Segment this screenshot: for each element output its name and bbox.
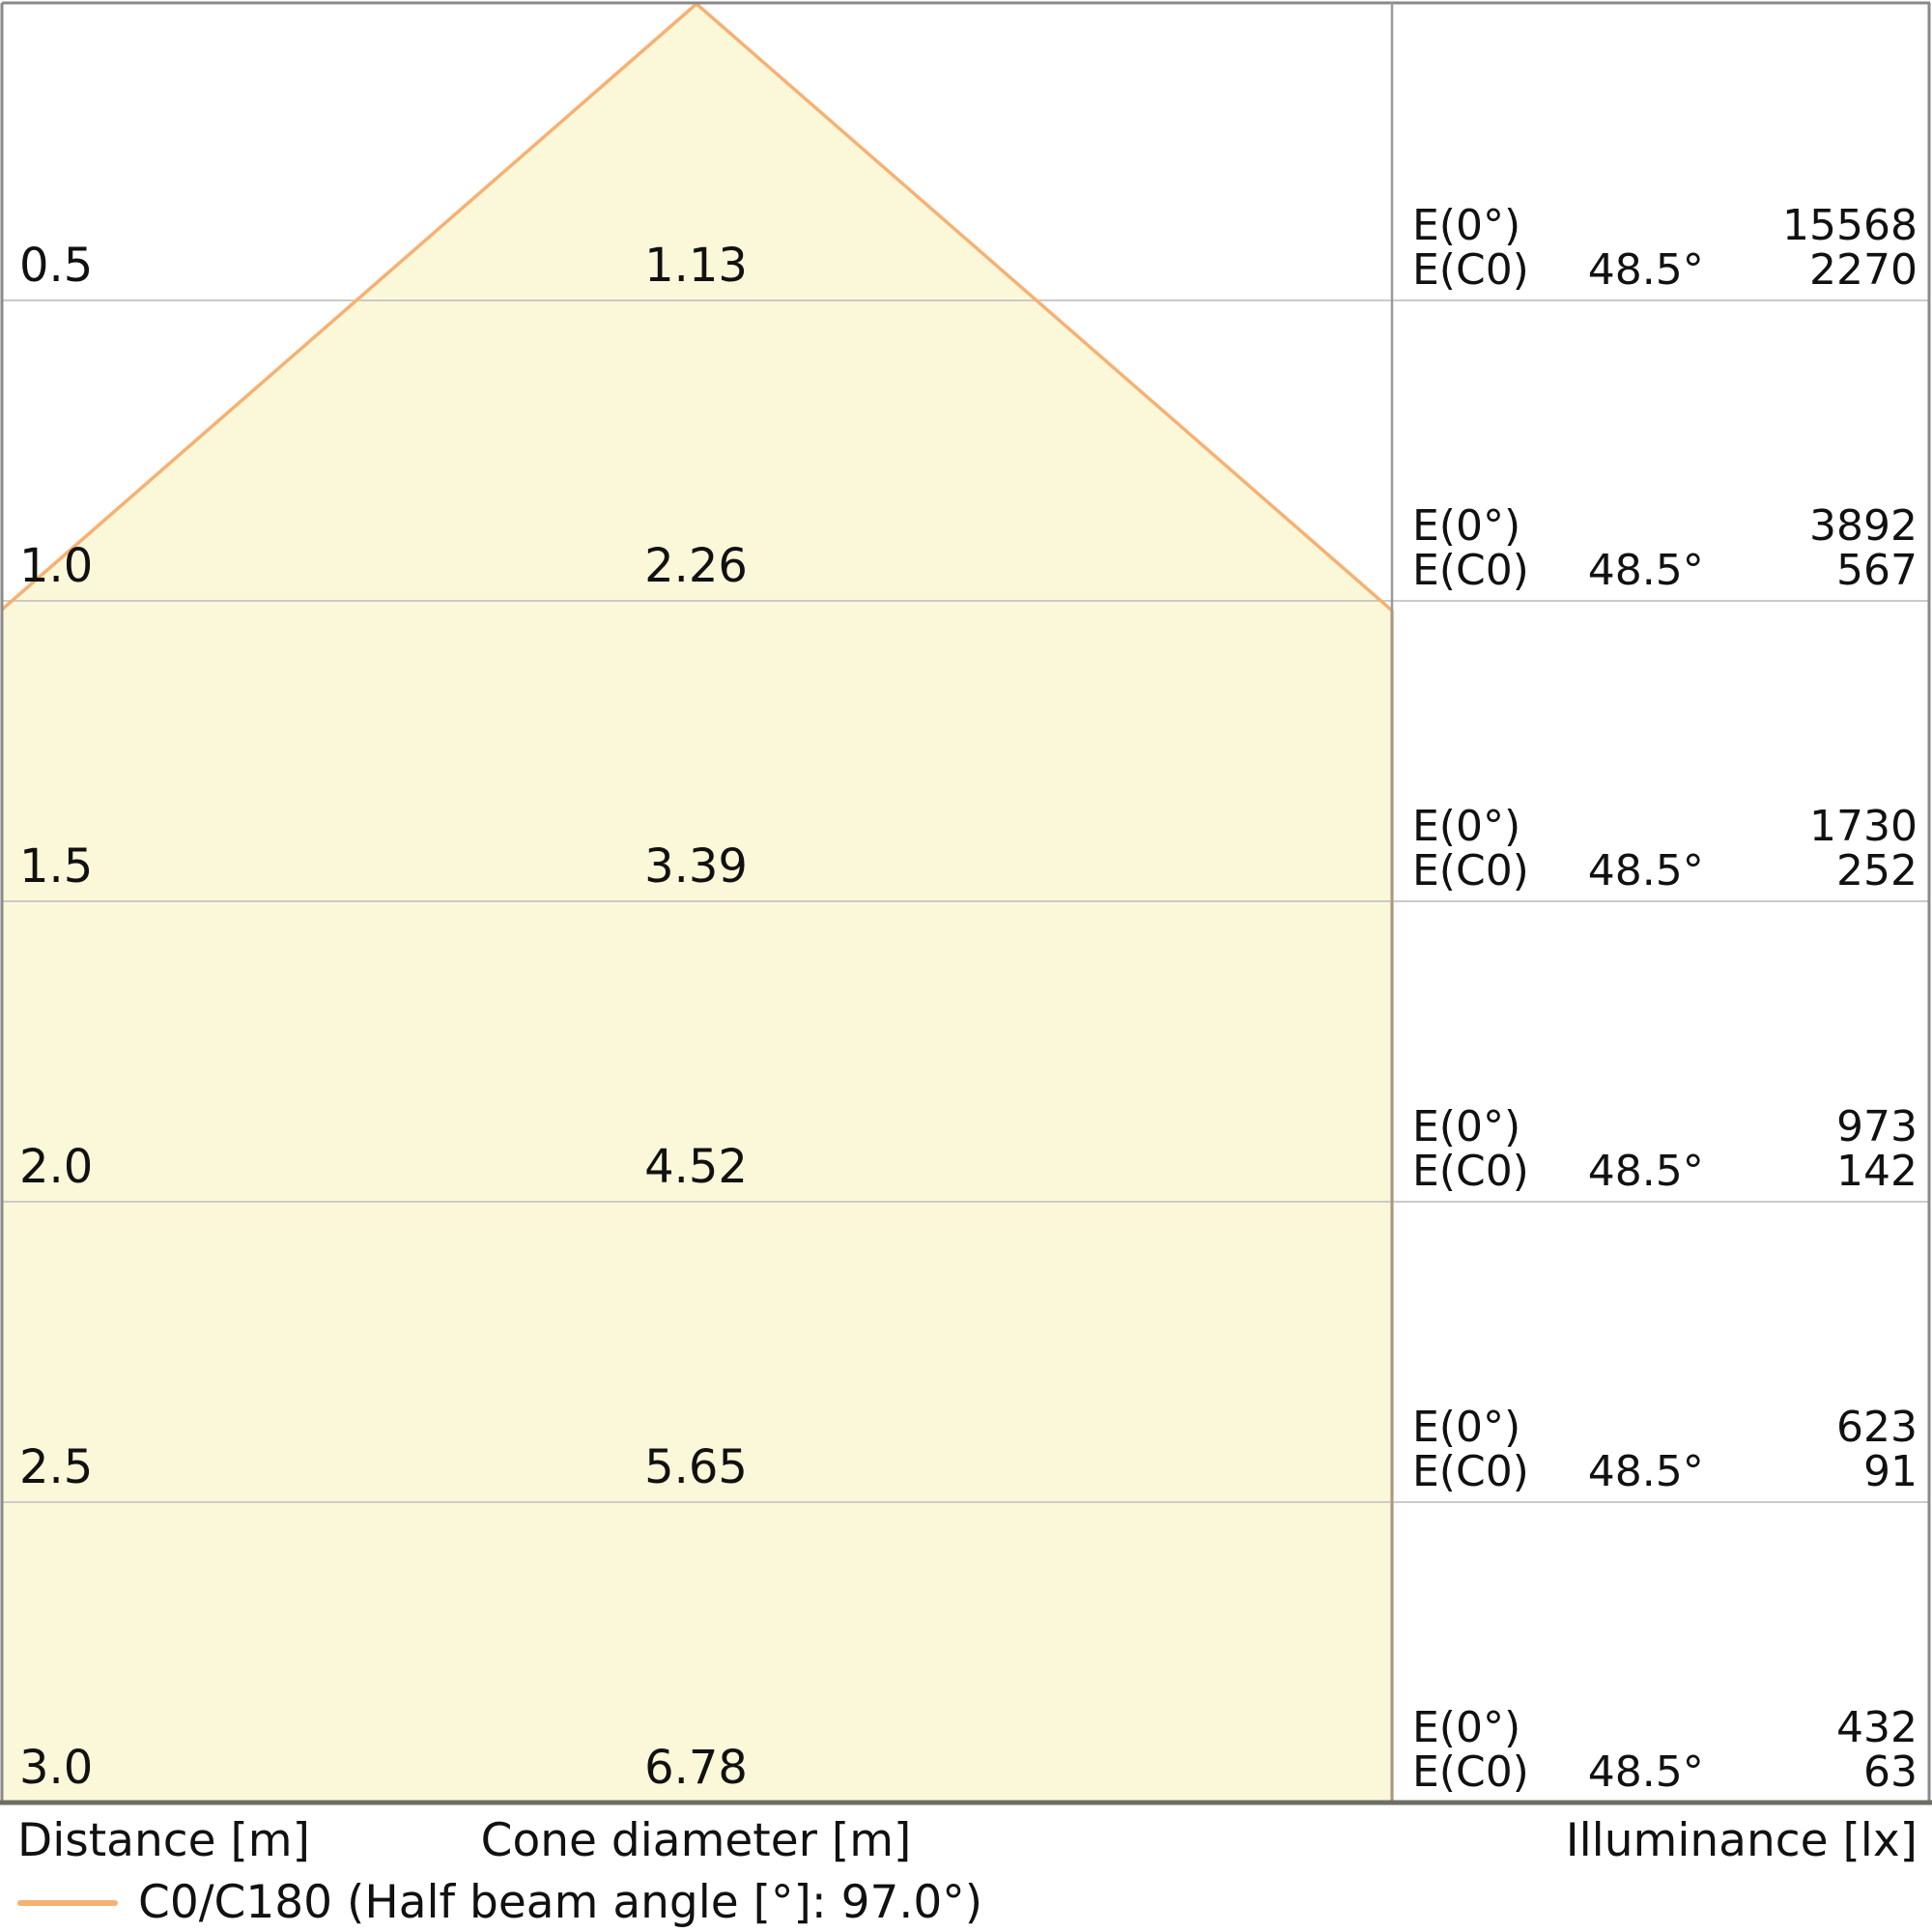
ec0-value: 91 xyxy=(1863,1447,1918,1496)
ec0-value: 252 xyxy=(1836,846,1918,895)
beam-angle-value: 48.5° xyxy=(1587,245,1704,295)
distance-label: 0.5 xyxy=(19,239,94,293)
ec0-line: E(C0) 48.5° 91 xyxy=(1412,1450,1918,1494)
e0-line: E(0°) 623 xyxy=(1412,1406,1918,1450)
illuminance-row: E(0°) 15568 E(C0) 48.5° 2270 xyxy=(1412,204,1918,293)
e0-label: E(0°) xyxy=(1412,1703,1521,1752)
ec0-line: E(C0) 48.5° 567 xyxy=(1412,549,1918,593)
ec0-value: 2270 xyxy=(1809,245,1918,295)
ec0-label: E(C0) xyxy=(1412,846,1529,895)
e0-label: E(0°) xyxy=(1412,1102,1521,1151)
legend-label: C0/C180 (Half beam angle [°]: 97.0°) xyxy=(138,1876,983,1929)
illuminance-row: E(0°) 432 E(C0) 48.5° 63 xyxy=(1412,1706,1918,1795)
illuminance-row: E(0°) 973 E(C0) 48.5° 142 xyxy=(1412,1105,1918,1194)
e0-value: 623 xyxy=(1836,1403,1918,1452)
beam-angle-value: 48.5° xyxy=(1587,846,1704,895)
cone-diameter-label: 6.78 xyxy=(644,1741,748,1795)
e0-label: E(0°) xyxy=(1412,501,1521,551)
cone-diameter-label: 5.65 xyxy=(644,1440,748,1494)
e0-line: E(0°) 15568 xyxy=(1412,204,1918,248)
cone-diameter-label: 3.39 xyxy=(644,839,748,894)
distance-label: 3.0 xyxy=(19,1741,94,1795)
e0-line: E(0°) 973 xyxy=(1412,1105,1918,1150)
e0-value: 15568 xyxy=(1782,201,1918,250)
e0-label: E(0°) xyxy=(1412,1403,1521,1452)
e0-line: E(0°) 1730 xyxy=(1412,805,1918,849)
ec0-label: E(C0) xyxy=(1412,1747,1529,1797)
cone-diameter-label: 2.26 xyxy=(644,539,748,593)
e0-line: E(0°) 3892 xyxy=(1412,504,1918,549)
distance-label: 1.5 xyxy=(19,839,94,894)
ec0-label: E(C0) xyxy=(1412,1147,1529,1196)
beam-angle-value: 48.5° xyxy=(1587,1147,1704,1196)
ec0-label: E(C0) xyxy=(1412,245,1529,295)
e0-value: 1730 xyxy=(1809,802,1918,851)
beam-angle-value: 48.5° xyxy=(1587,546,1704,595)
ec0-value: 567 xyxy=(1836,546,1918,595)
e0-value: 432 xyxy=(1836,1703,1918,1752)
illuminance-row: E(0°) 623 E(C0) 48.5° 91 xyxy=(1412,1406,1918,1494)
gridlines xyxy=(2,299,1930,1503)
cone-diameter-axis-title: Cone diameter [m] xyxy=(480,1814,912,1867)
e0-label: E(0°) xyxy=(1412,802,1521,851)
ec0-line: E(C0) 48.5° 142 xyxy=(1412,1150,1918,1194)
e0-line: E(0°) 432 xyxy=(1412,1706,1918,1750)
distance-label: 2.5 xyxy=(19,1440,94,1494)
ec0-value: 142 xyxy=(1836,1147,1918,1196)
illuminance-row: E(0°) 3892 E(C0) 48.5° 567 xyxy=(1412,504,1918,593)
cone-diameter-label: 1.13 xyxy=(644,239,748,293)
beam-angle-value: 48.5° xyxy=(1587,1747,1704,1797)
legend-line-swatch xyxy=(17,1900,118,1906)
e0-value: 3892 xyxy=(1809,501,1918,551)
beam-angle-value: 48.5° xyxy=(1587,1447,1704,1496)
e0-value: 973 xyxy=(1836,1102,1918,1151)
distance-label: 1.0 xyxy=(19,539,94,593)
ec0-label: E(C0) xyxy=(1412,546,1529,595)
e0-label: E(0°) xyxy=(1412,201,1521,250)
ec0-line: E(C0) 48.5° 63 xyxy=(1412,1750,1918,1795)
illuminance-row: E(0°) 1730 E(C0) 48.5° 252 xyxy=(1412,805,1918,894)
illuminance-axis-title: Illuminance [lx] xyxy=(1565,1814,1918,1867)
ec0-line: E(C0) 48.5° 252 xyxy=(1412,849,1918,894)
distance-axis-title: Distance [m] xyxy=(17,1814,310,1867)
ec0-line: E(C0) 48.5° 2270 xyxy=(1412,248,1918,293)
ec0-value: 63 xyxy=(1863,1747,1918,1797)
ec0-label: E(C0) xyxy=(1412,1447,1529,1496)
distance-label: 2.0 xyxy=(19,1140,94,1194)
cone-diameter-label: 4.52 xyxy=(644,1140,748,1194)
